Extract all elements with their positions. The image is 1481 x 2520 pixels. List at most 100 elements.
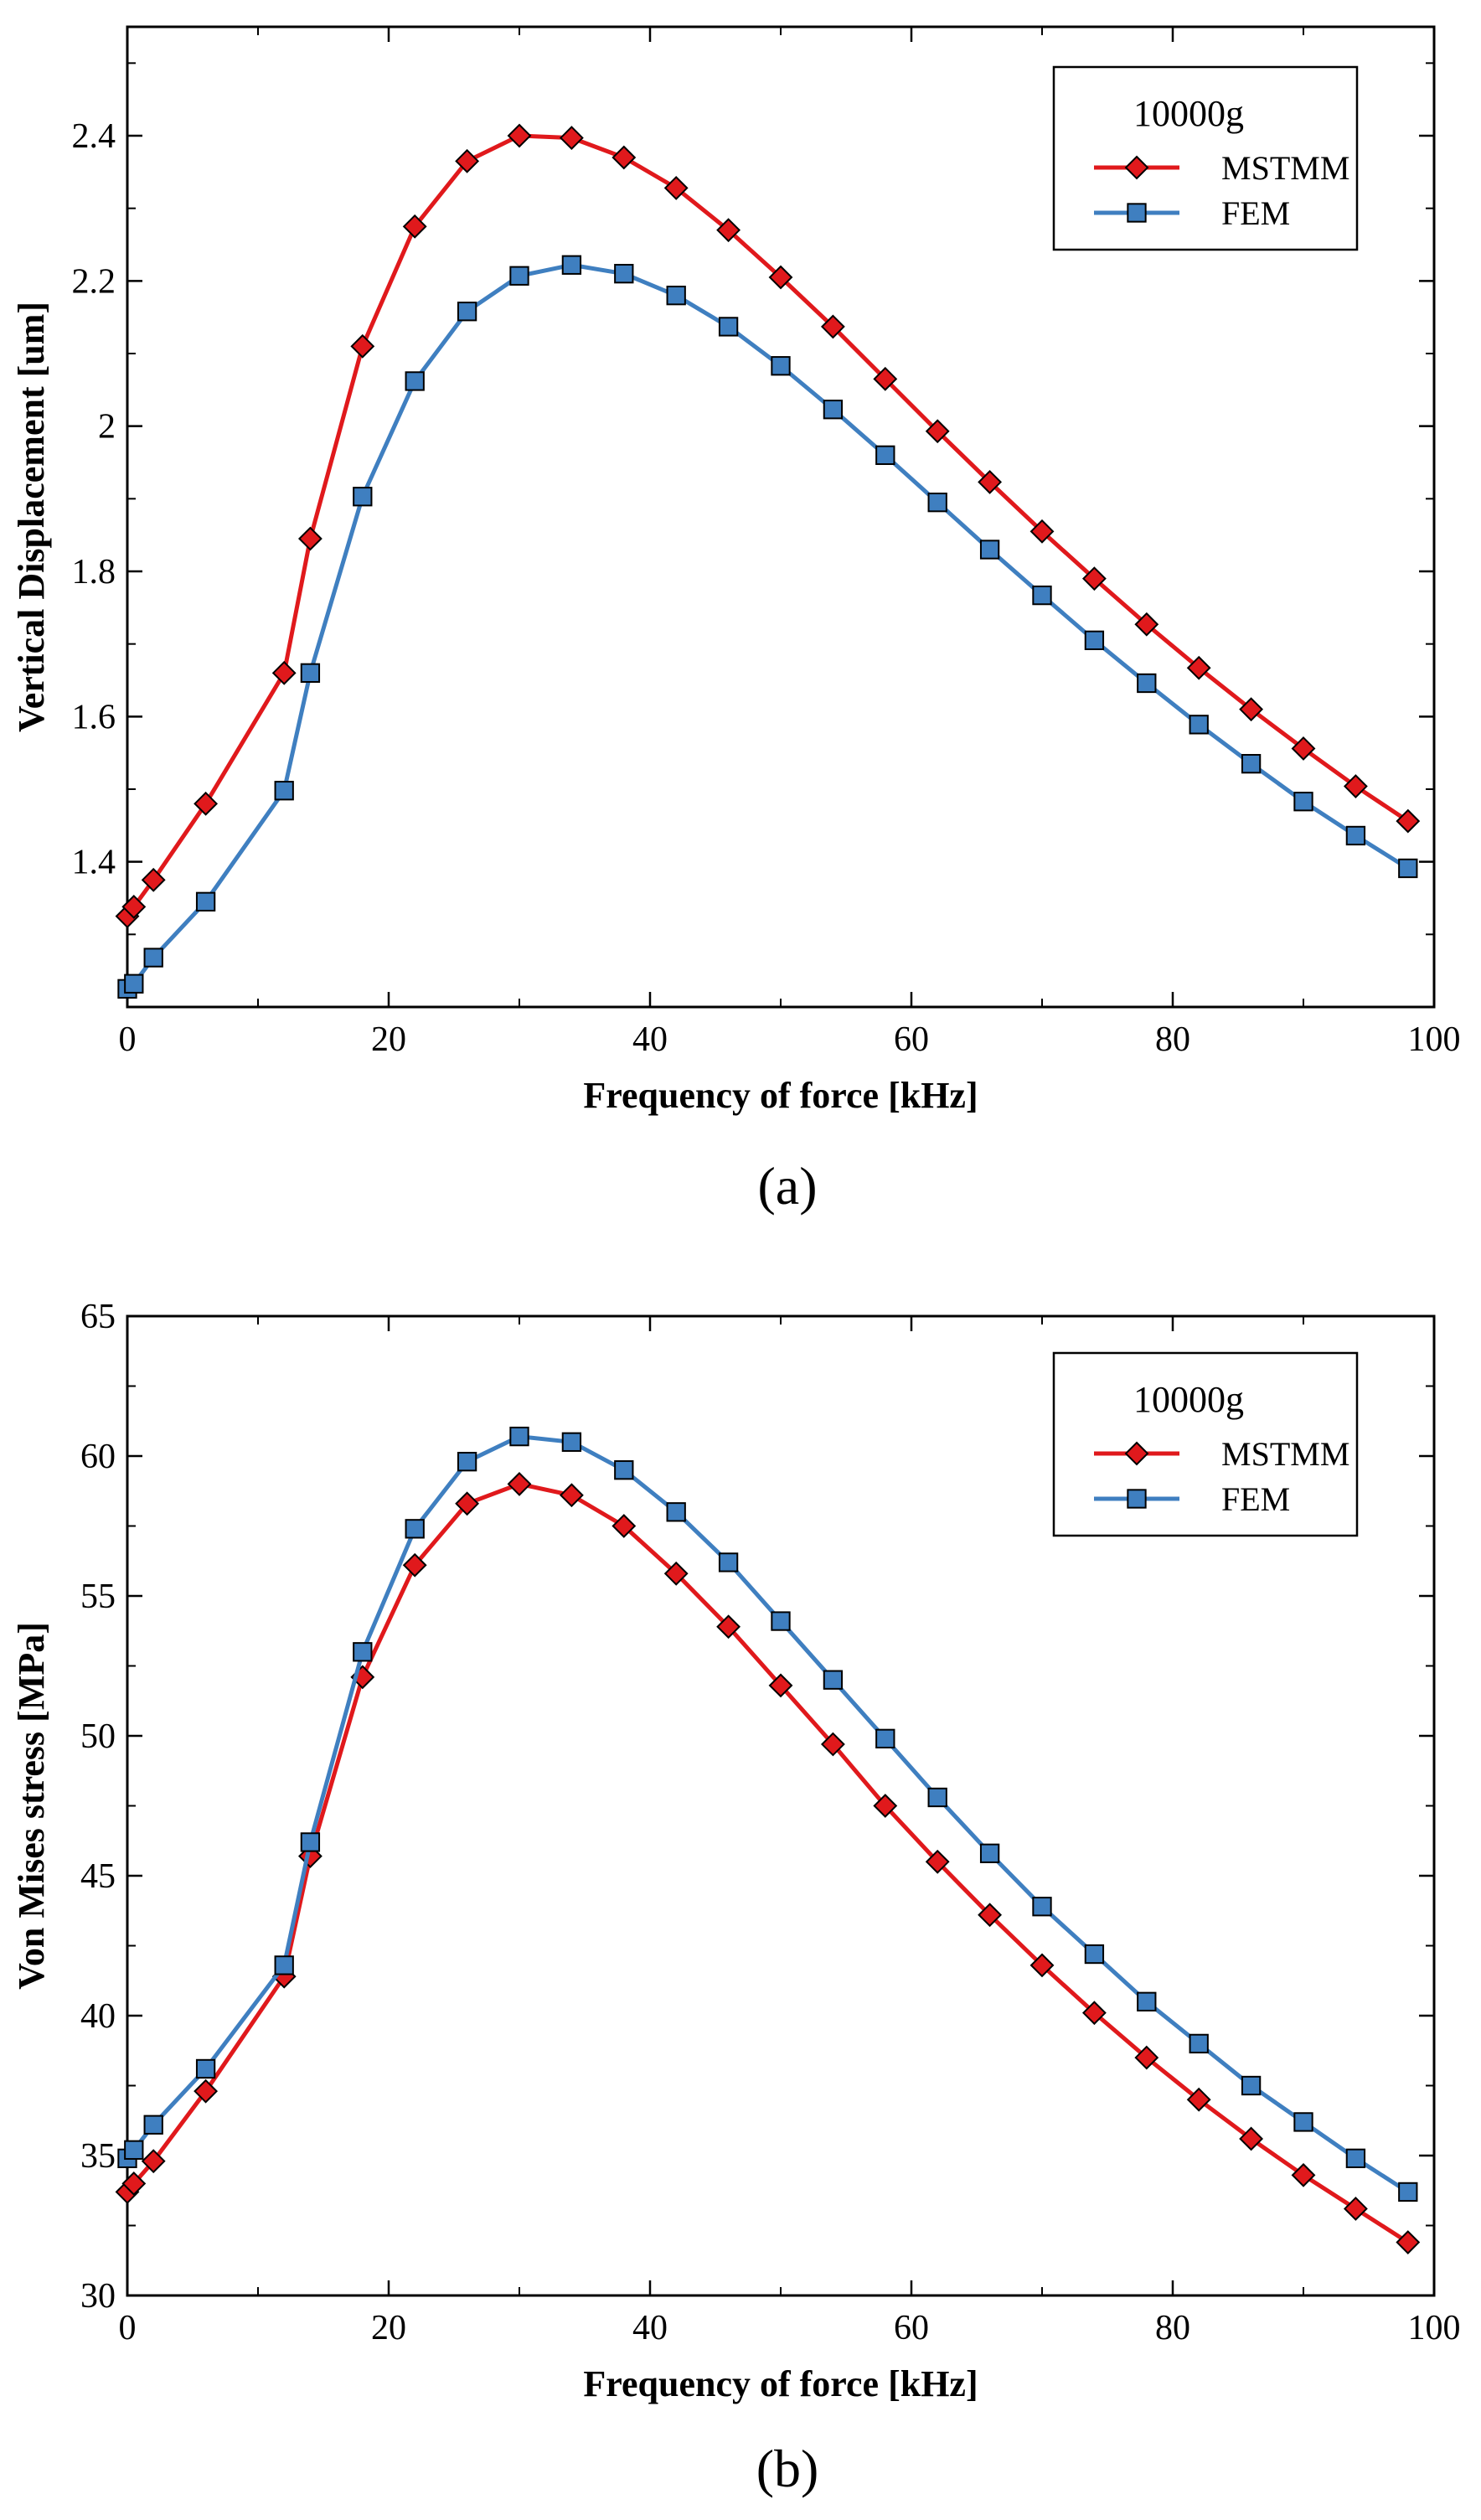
data-point-fem bbox=[1084, 630, 1105, 650]
y-tick-label: 1.4 bbox=[72, 844, 116, 882]
data-point-mstmm bbox=[978, 1903, 1003, 1928]
legend-swatch-marker bbox=[1127, 1489, 1147, 1509]
data-point-mstmm bbox=[1186, 655, 1211, 680]
x-tick-label: 60 bbox=[894, 1020, 929, 1059]
x-tick-label: 20 bbox=[371, 2309, 406, 2347]
data-point-mstmm bbox=[1239, 697, 1264, 722]
x-tick-label: 100 bbox=[1408, 1020, 1461, 1059]
legend-title: 10000g bbox=[1133, 93, 1244, 134]
data-point-mstmm bbox=[559, 126, 584, 151]
y-tick-label: 2.4 bbox=[72, 117, 116, 156]
data-point-fem bbox=[1189, 715, 1209, 735]
legend-entry-label: FEM bbox=[1221, 194, 1290, 232]
y-tick-label: 50 bbox=[80, 1717, 116, 1756]
data-point-fem bbox=[457, 302, 477, 322]
data-point-fem bbox=[1241, 754, 1262, 774]
data-point-fem bbox=[1345, 825, 1366, 846]
data-point-mstmm bbox=[507, 1471, 532, 1496]
data-point-fem bbox=[718, 1552, 739, 1572]
data-point-fem bbox=[1032, 1897, 1052, 1917]
x-tick-label: 80 bbox=[1155, 2309, 1190, 2347]
data-point-fem bbox=[195, 2058, 216, 2079]
x-axis-title: Frequency of force [kHz] bbox=[583, 2363, 978, 2404]
data-point-mstmm bbox=[402, 214, 427, 239]
data-point-mstmm bbox=[1029, 519, 1055, 544]
data-point-fem bbox=[353, 1642, 373, 1662]
data-point-mstmm bbox=[297, 526, 323, 551]
y-tick-label: 60 bbox=[80, 1438, 116, 1476]
data-point-fem bbox=[979, 540, 1000, 560]
data-point-mstmm bbox=[716, 1614, 741, 1640]
data-point-mstmm bbox=[121, 2171, 147, 2196]
data-point-fem bbox=[875, 1728, 895, 1748]
data-point-fem bbox=[300, 663, 321, 683]
x-tick-label: 100 bbox=[1408, 2309, 1461, 2347]
y-tick-label: 35 bbox=[80, 2137, 116, 2176]
data-point-fem bbox=[509, 1426, 529, 1447]
data-point-fem bbox=[1032, 585, 1052, 606]
data-point-mstmm bbox=[194, 791, 219, 816]
y-tick-label: 40 bbox=[80, 1997, 116, 2036]
data-point-mstmm bbox=[716, 218, 741, 243]
legend: 10000g MSTMM FEM bbox=[1052, 1351, 1359, 1537]
data-point-fem bbox=[614, 264, 634, 284]
data-point-fem bbox=[1137, 1991, 1157, 2011]
y-tick-label: 55 bbox=[80, 1578, 116, 1616]
data-point-mstmm bbox=[141, 867, 166, 892]
data-point-fem bbox=[124, 973, 144, 994]
data-point-fem bbox=[561, 255, 582, 275]
y-tick-label: 30 bbox=[80, 2277, 116, 2316]
data-point-mstmm bbox=[1081, 2001, 1107, 2026]
data-point-fem bbox=[274, 1955, 294, 1975]
data-point-mstmm bbox=[507, 123, 532, 148]
data-point-fem bbox=[1345, 2148, 1366, 2168]
data-point-mstmm bbox=[271, 660, 297, 685]
chart-panel-b: 0 20 40 60 80 100 30 35 40 45 50 55 60 65 Frequency of… bbox=[11, 1298, 1461, 2498]
data-point-mstmm bbox=[1291, 2162, 1316, 2187]
data-point-mstmm bbox=[820, 314, 845, 339]
x-axis-title: Frequency of force [kHz] bbox=[583, 1075, 978, 1116]
legend-swatch-marker bbox=[1124, 155, 1149, 180]
data-point-mstmm bbox=[455, 148, 480, 173]
data-point-mstmm bbox=[1134, 612, 1159, 637]
data-point-mstmm bbox=[978, 469, 1003, 494]
legend: 10000g MSTMM FEM bbox=[1052, 65, 1359, 251]
data-point-fem bbox=[561, 1432, 582, 1452]
data-point-mstmm bbox=[768, 1673, 793, 1698]
x-tick-label: 40 bbox=[632, 2309, 668, 2347]
legend-title: 10000g bbox=[1133, 1379, 1244, 1420]
data-point-mstmm bbox=[559, 1483, 584, 1508]
legend-swatch-marker bbox=[1124, 1441, 1149, 1466]
legend-box bbox=[1052, 1351, 1359, 1537]
x-tick-label: 40 bbox=[632, 1020, 668, 1059]
data-point-fem bbox=[1189, 2033, 1209, 2054]
data-point-fem bbox=[195, 891, 216, 911]
data-point-fem bbox=[1398, 858, 1418, 879]
data-point-fem bbox=[614, 1460, 634, 1480]
data-point-fem bbox=[274, 781, 294, 801]
data-point-fem bbox=[771, 1611, 791, 1631]
x-tick-label: 60 bbox=[894, 2309, 929, 2347]
data-point-fem bbox=[124, 2140, 144, 2160]
data-point-mstmm bbox=[121, 894, 147, 919]
data-point-mstmm bbox=[1134, 2045, 1159, 2070]
data-point-mstmm bbox=[1081, 566, 1107, 591]
data-point-mstmm bbox=[1029, 1953, 1055, 1978]
x-tick-label: 80 bbox=[1155, 1020, 1190, 1059]
data-point-mstmm bbox=[402, 1552, 427, 1578]
y-axis-title: Von Mises stress [MPa] bbox=[11, 1622, 52, 1990]
data-point-mstmm bbox=[141, 2149, 166, 2174]
data-point-fem bbox=[1398, 2182, 1418, 2202]
data-point-mstmm bbox=[925, 1849, 950, 1874]
x-tick-label: 0 bbox=[119, 1020, 137, 1059]
data-point-mstmm bbox=[611, 145, 637, 170]
data-point-fem bbox=[1293, 792, 1313, 812]
data-point-mstmm bbox=[925, 419, 950, 444]
y-tick-label: 1.6 bbox=[72, 698, 116, 736]
data-point-mstmm bbox=[663, 175, 689, 200]
data-point-mstmm bbox=[350, 333, 375, 359]
y-tick-label: 65 bbox=[80, 1298, 116, 1336]
data-point-fem bbox=[823, 400, 844, 420]
data-point-mstmm bbox=[1291, 736, 1316, 761]
data-point-mstmm bbox=[194, 2078, 219, 2104]
